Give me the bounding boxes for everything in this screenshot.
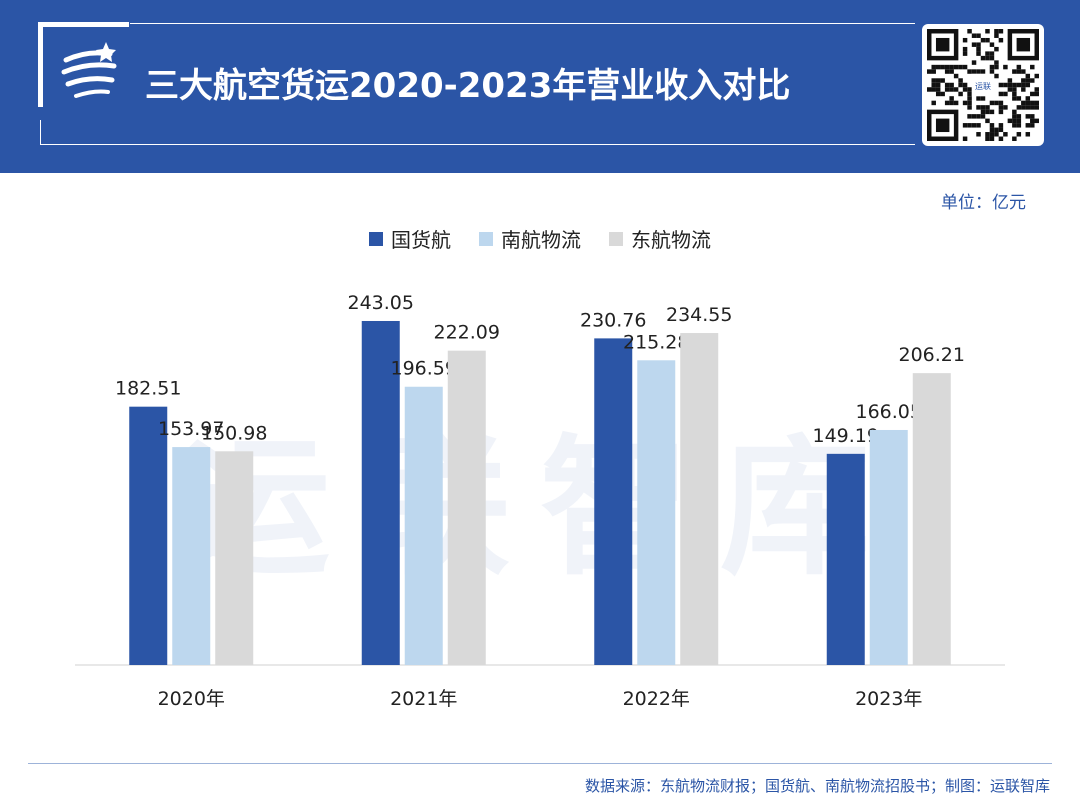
- legend-label: 南航物流: [501, 228, 581, 252]
- bar: [172, 447, 211, 665]
- logo-icon: [61, 42, 117, 98]
- page-title: 三大航空货运2020-2023年营业收入对比: [145, 66, 791, 106]
- bar: [637, 360, 676, 665]
- source-note: 数据来源：东航物流财报；国货航、南航物流招股书；制图：运联智库: [584, 777, 1050, 795]
- bar: [594, 338, 633, 665]
- legend-label: 东航物流: [631, 228, 711, 252]
- x-tick-label: 2023年: [855, 688, 922, 710]
- data-label: 182.51: [115, 378, 181, 400]
- legend-swatch: [369, 231, 383, 246]
- data-label: 206.21: [899, 344, 965, 366]
- data-label: 196.59: [391, 358, 457, 380]
- data-label: 149.19: [813, 425, 879, 447]
- data-label: 230.76: [580, 309, 646, 331]
- qr-code-icon: 运联: [927, 29, 1039, 141]
- header-line-bottom: [40, 144, 915, 145]
- bar: [215, 451, 254, 665]
- bar: [912, 373, 951, 665]
- bar: [404, 386, 443, 665]
- legend-item: 南航物流: [479, 224, 581, 253]
- unit-label: 单位：亿元: [941, 193, 1026, 213]
- x-tick-label: 2020年: [158, 688, 225, 710]
- bar: [361, 320, 400, 665]
- qr-code[interactable]: 运联: [922, 24, 1044, 146]
- data-label: 215.28: [623, 331, 689, 353]
- data-label: 234.55: [666, 304, 732, 326]
- legend-swatch: [479, 231, 493, 246]
- bar: [869, 429, 908, 665]
- header-line-left: [40, 120, 41, 144]
- legend-item: 东航物流: [609, 224, 711, 253]
- legend-label: 国货航: [391, 228, 451, 252]
- bar: [826, 453, 865, 665]
- footer-divider: [28, 763, 1052, 764]
- header-line-top: [130, 23, 915, 24]
- x-tick-label: 2022年: [623, 688, 690, 710]
- data-label: 243.05: [348, 292, 414, 314]
- bar: [680, 333, 719, 665]
- bar: [447, 350, 486, 665]
- qr-center-label: 运联: [975, 82, 991, 91]
- x-tick-label: 2021年: [390, 688, 457, 710]
- data-label: 150.98: [201, 422, 267, 444]
- legend-item: 国货航: [369, 224, 451, 253]
- data-label: 166.05: [856, 401, 922, 423]
- bar: [129, 406, 168, 665]
- watermark-text: 运联智库: [180, 422, 900, 596]
- chart-legend: 国货航 南航物流 东航物流: [0, 224, 1080, 253]
- header-banner: 三大航空货运2020-2023年营业收入对比 运联: [0, 0, 1080, 173]
- legend-swatch: [609, 231, 623, 246]
- data-label: 222.09: [434, 322, 500, 344]
- header-bracket: [38, 22, 129, 107]
- data-label: 153.97: [158, 418, 224, 440]
